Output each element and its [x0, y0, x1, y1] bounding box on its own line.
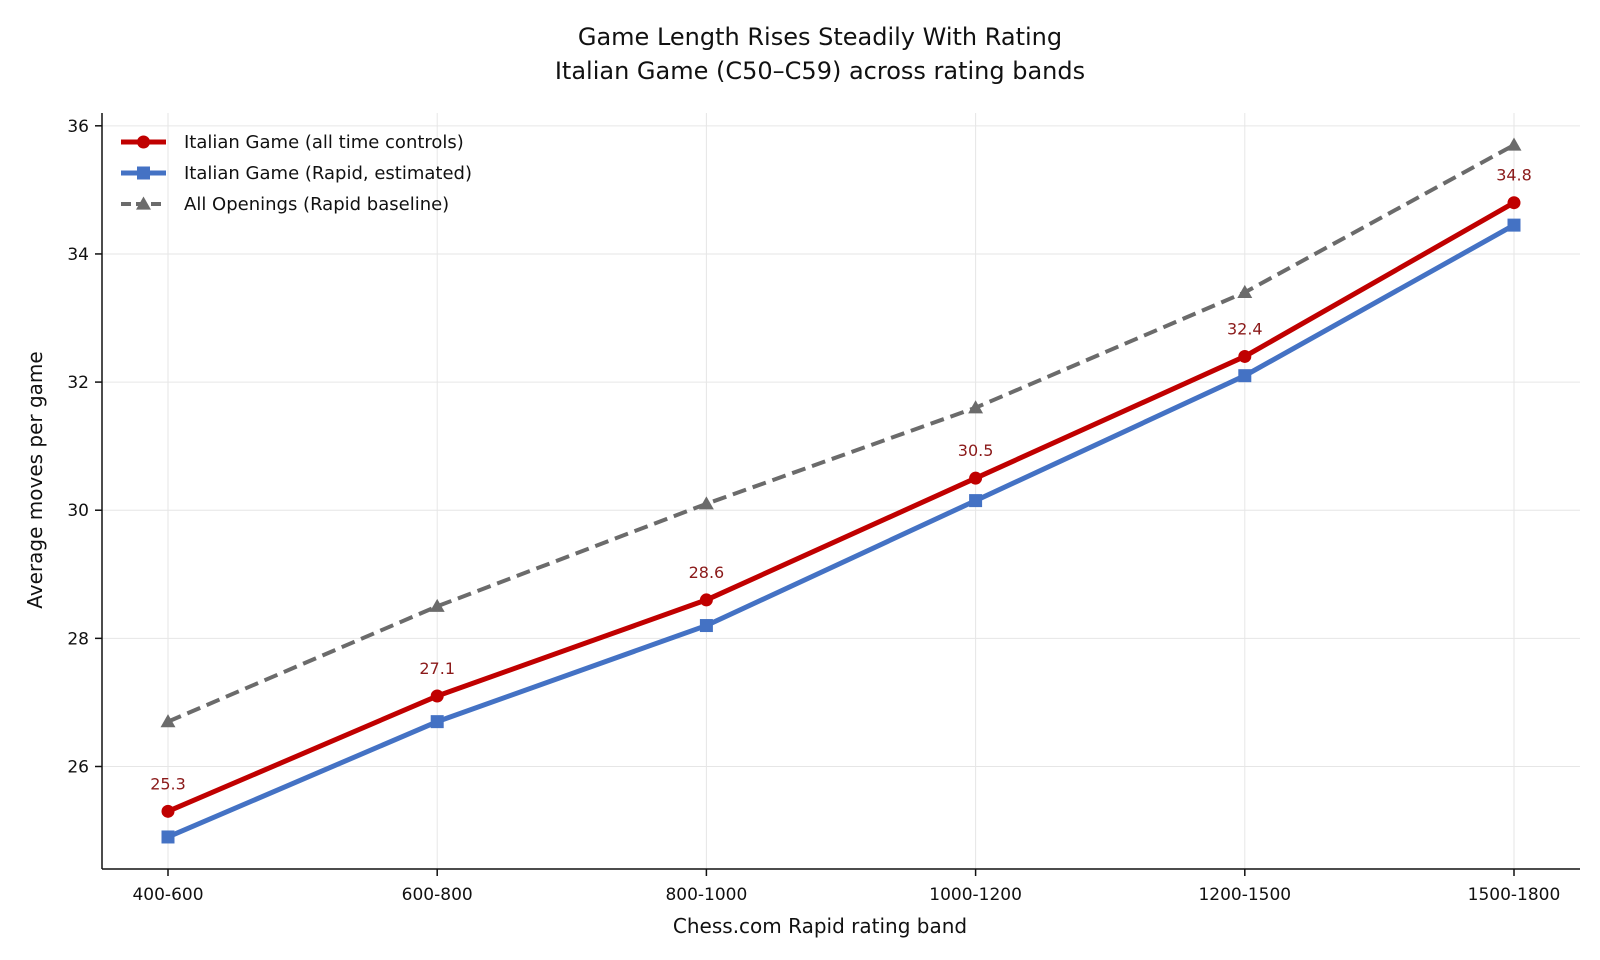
data-point	[430, 689, 444, 703]
x-tick-label: 1200-1500	[1198, 885, 1291, 905]
y-tick-label: 36	[67, 117, 89, 137]
data-point	[430, 715, 444, 729]
x-tick-label: 600-800	[402, 885, 473, 905]
data-point	[1237, 284, 1253, 298]
series-line	[167, 143, 1515, 724]
series	[160, 137, 1522, 844]
y-tick-label: 30	[67, 501, 89, 521]
data-label: 25.3	[150, 774, 186, 793]
data-point	[160, 714, 176, 728]
data-label: 34.8	[1496, 166, 1532, 185]
data-labels: 25.3 27.1 28.6 30.5 32.4 34.8	[150, 166, 1532, 794]
y-tick-label: 26	[67, 757, 89, 777]
data-point	[1507, 196, 1521, 210]
data-point	[968, 400, 984, 414]
data-point	[969, 494, 983, 508]
legend-item-2: All Openings (Rapid baseline)	[121, 194, 449, 215]
x-tick-label: 1000-1200	[929, 885, 1022, 905]
legend-label: All Openings (Rapid baseline)	[184, 194, 449, 215]
axes: 26 28 30 32 34 36 400-600 600-800 800-1000 1000-1…	[67, 113, 1580, 905]
x-tick-label: 800-1000	[665, 885, 747, 905]
legend-marker	[137, 166, 150, 180]
y-tick-label: 28	[67, 629, 89, 649]
legend-item-1: Italian Game (Rapid, estimated)	[121, 163, 472, 184]
chart-title: Game Length Rises Steadily With Rating	[578, 23, 1062, 51]
data-point	[699, 593, 713, 607]
y-tick-label: 34	[67, 245, 89, 265]
x-axis-label: Chess.com Rapid rating band	[673, 914, 967, 938]
series-line	[167, 200, 1516, 814]
x-tick-label: 400-600	[132, 885, 203, 905]
data-point	[698, 496, 714, 510]
data-label: 30.5	[958, 441, 994, 460]
data-point	[1507, 218, 1521, 232]
y-axis-label: Average moves per game	[23, 351, 47, 608]
legend-marker	[137, 135, 150, 149]
data-point	[1506, 137, 1522, 151]
data-label: 28.6	[689, 563, 725, 582]
series-0	[161, 196, 1521, 818]
legend-marker	[136, 196, 151, 210]
data-point	[969, 471, 983, 485]
series-2	[160, 137, 1522, 728]
legend-label: Italian Game (all time controls)	[184, 132, 464, 153]
data-point	[161, 830, 175, 844]
legend-item-0: Italian Game (all time controls)	[121, 132, 464, 153]
data-label: 32.4	[1227, 319, 1263, 338]
chart-subtitle: Italian Game (C50–C59) across rating ban…	[555, 57, 1085, 85]
data-point	[161, 804, 175, 818]
series-1	[161, 218, 1521, 844]
data-point	[1238, 349, 1252, 363]
data-point	[1238, 369, 1252, 383]
x-tick-label: 1500-1800	[1468, 885, 1561, 905]
legend: Italian Game (all time controls) Italian …	[121, 132, 472, 215]
series-line	[167, 222, 1516, 840]
legend-label: Italian Game (Rapid, estimated)	[184, 163, 472, 184]
data-point	[699, 619, 713, 633]
grid	[102, 113, 1580, 869]
y-tick-label: 32	[67, 373, 89, 393]
data-label: 27.1	[419, 659, 455, 678]
data-point	[429, 598, 445, 612]
